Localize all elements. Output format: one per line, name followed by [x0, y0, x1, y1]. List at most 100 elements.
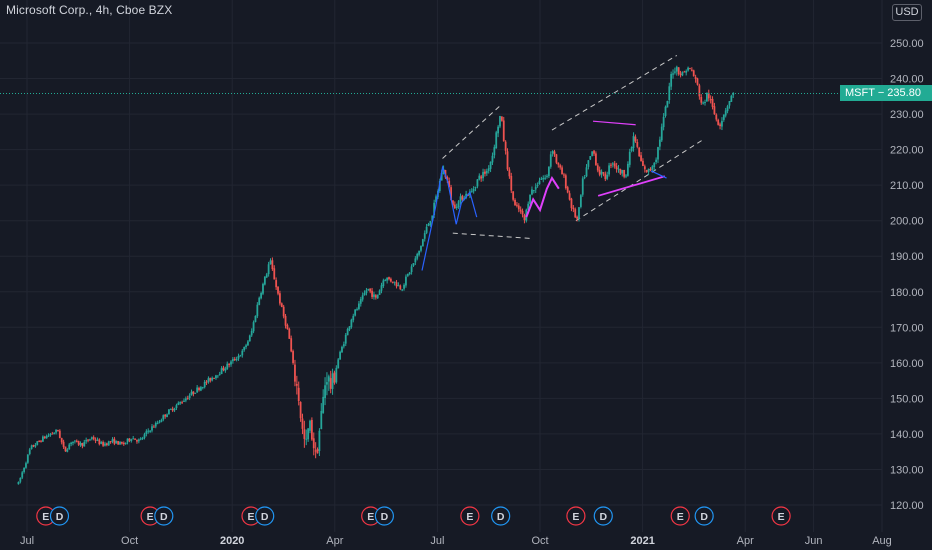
- earnings-marker[interactable]: E: [771, 506, 791, 526]
- channel-line[interactable]: [442, 104, 502, 159]
- dividend-marker[interactable]: D: [593, 506, 613, 526]
- candle-body: [143, 434, 146, 438]
- y-tick-label: 220.00: [890, 145, 924, 157]
- harmonic-pattern-blue[interactable]: [421, 165, 478, 271]
- candle-body: [373, 294, 375, 297]
- candle-body: [662, 116, 665, 128]
- candle-body: [190, 391, 193, 396]
- candle-body: [401, 289, 404, 291]
- candle-body: [331, 373, 334, 390]
- candle-body: [476, 179, 479, 187]
- candle-body: [122, 442, 125, 445]
- y-tick-label: 200.00: [890, 216, 924, 228]
- event-letter: D: [160, 511, 168, 523]
- event-letter: E: [367, 511, 374, 523]
- candle-body: [363, 293, 366, 296]
- earnings-marker[interactable]: E: [566, 506, 586, 526]
- candle-body: [152, 426, 155, 428]
- drawings-channel[interactable]: [442, 55, 705, 239]
- candle-body: [98, 439, 101, 445]
- earnings-marker[interactable]: E: [670, 506, 690, 526]
- candle-body: [532, 190, 535, 192]
- candle-body: [670, 74, 673, 87]
- candle-body: [608, 165, 610, 175]
- drawings-patterns[interactable]: [421, 120, 667, 271]
- candle-body: [322, 396, 325, 413]
- candle-body: [215, 375, 217, 379]
- candle-body: [489, 161, 492, 169]
- candle-body: [175, 405, 178, 409]
- harmonic-pattern-magenta[interactable]: [525, 175, 560, 218]
- dividend-marker[interactable]: D: [255, 506, 275, 526]
- candle-body: [478, 175, 481, 180]
- candle-body: [640, 155, 642, 162]
- candle-body: [292, 351, 294, 364]
- candle-body: [290, 338, 293, 352]
- candle-body: [358, 303, 360, 310]
- dividend-marker[interactable]: D: [694, 506, 714, 526]
- candle-body: [506, 151, 509, 170]
- candle-body: [651, 166, 654, 170]
- candle-body: [139, 438, 142, 440]
- candle-body: [183, 400, 185, 402]
- dividend-marker[interactable]: D: [154, 506, 174, 526]
- candle-body: [121, 442, 123, 444]
- dividend-marker[interactable]: D: [49, 506, 70, 526]
- candle-body: [617, 168, 620, 170]
- small-trend-line[interactable]: [650, 170, 667, 179]
- candles[interactable]: [17, 65, 735, 485]
- candle-body: [655, 159, 658, 163]
- candle-body: [551, 150, 554, 154]
- candle-body: [561, 167, 563, 175]
- candle-body: [58, 430, 61, 438]
- candle-body: [168, 409, 170, 415]
- candle-body: [361, 295, 364, 300]
- candle-body: [517, 205, 520, 210]
- event-letter: E: [466, 511, 473, 523]
- candle-body: [559, 165, 562, 168]
- triangle-lower-line[interactable]: [597, 175, 666, 197]
- candle-body: [75, 440, 78, 442]
- y-tick-label: 160.00: [890, 358, 924, 370]
- candle-body: [429, 220, 432, 225]
- candle-body: [576, 216, 579, 219]
- event-circle: [49, 506, 70, 526]
- candle-body: [653, 163, 656, 168]
- candle-body: [540, 178, 543, 180]
- time-axis[interactable]: Jul Oct 2020 Apr Jul Oct 2021 Apr Jun Aug: [20, 535, 892, 547]
- candle-body: [51, 433, 54, 435]
- candle-body: [606, 174, 609, 179]
- channel-line[interactable]: [575, 138, 705, 222]
- currency-badge[interactable]: USD: [892, 4, 922, 21]
- price-axis[interactable]: 120.00 130.00 140.00 150.00 160.00 170.00 180.…: [890, 38, 924, 512]
- event-letter: D: [56, 511, 64, 523]
- candle-body: [105, 443, 108, 446]
- dividend-marker[interactable]: D: [491, 506, 511, 526]
- candle-body: [130, 439, 133, 442]
- candle-body: [367, 288, 370, 291]
- earnings-marker[interactable]: E: [241, 506, 261, 526]
- candle-body: [514, 199, 516, 206]
- earnings-marker[interactable]: E: [460, 506, 480, 526]
- triangle-upper-line[interactable]: [592, 120, 636, 126]
- candle-body: [369, 288, 372, 292]
- channel-line[interactable]: [452, 232, 532, 239]
- y-tick-label: 140.00: [890, 429, 924, 441]
- candle-body: [169, 408, 172, 410]
- candle-body: [446, 177, 449, 180]
- candle-body: [636, 141, 639, 147]
- candle-body: [85, 439, 88, 442]
- event-letter: D: [700, 511, 708, 523]
- candle-body: [19, 477, 22, 482]
- candle-body: [459, 196, 462, 202]
- candle-body: [119, 441, 121, 445]
- candle-body: [568, 193, 571, 200]
- candle-body: [284, 316, 287, 326]
- channel-line[interactable]: [551, 55, 678, 131]
- candle-body: [171, 408, 174, 411]
- candle-body: [339, 351, 342, 360]
- candle-body: [326, 382, 328, 385]
- dividend-marker[interactable]: D: [374, 506, 394, 526]
